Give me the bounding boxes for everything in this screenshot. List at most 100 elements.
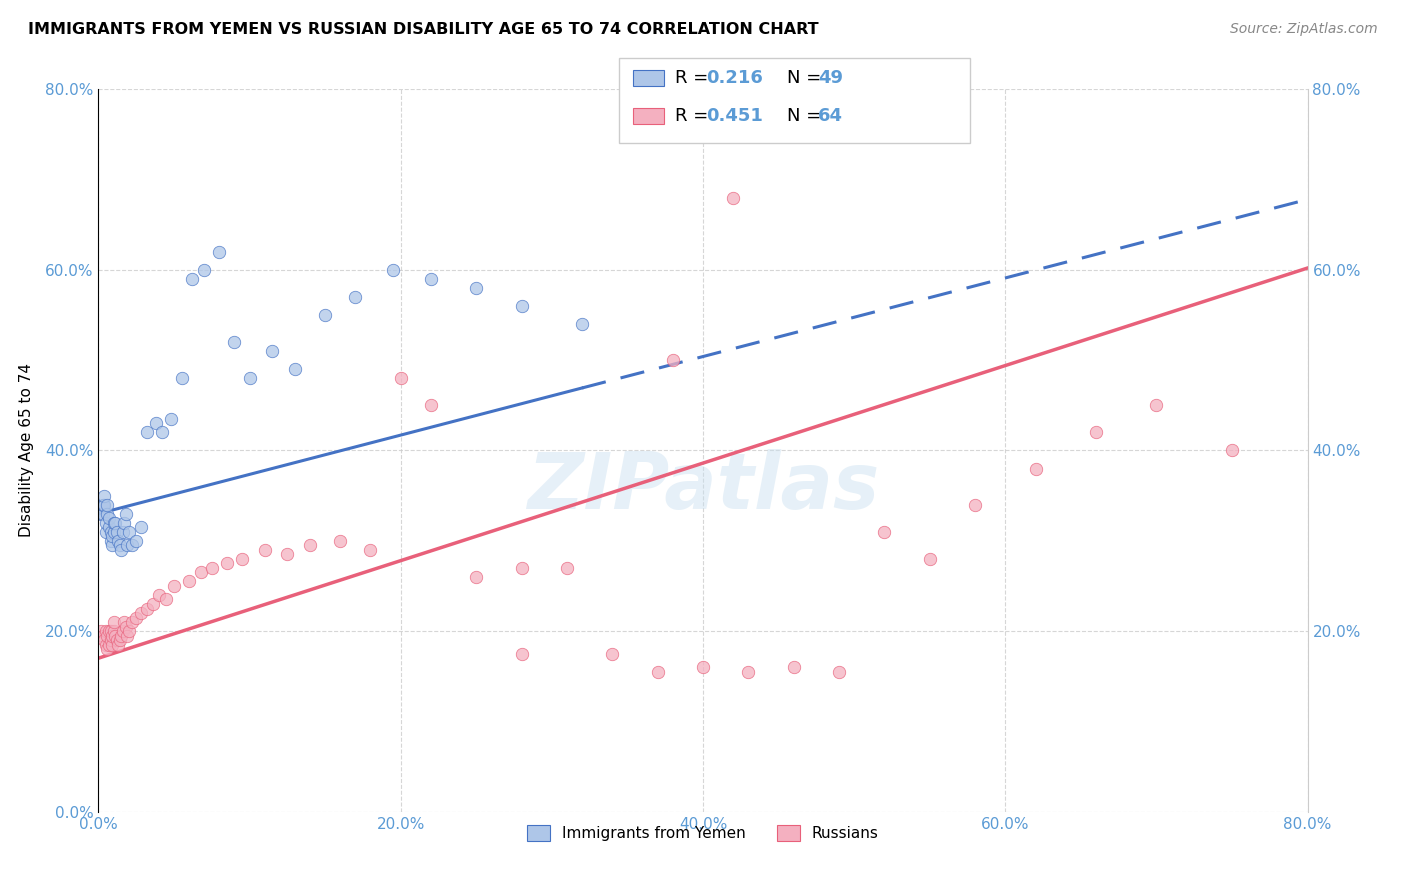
Point bbox=[96, 498, 118, 512]
Point bbox=[344, 290, 367, 304]
Point bbox=[571, 317, 593, 331]
Point bbox=[103, 524, 125, 539]
Point bbox=[90, 507, 112, 521]
Point bbox=[94, 624, 117, 639]
Point bbox=[94, 524, 117, 539]
Point bbox=[965, 498, 987, 512]
Point bbox=[94, 516, 117, 530]
Point bbox=[111, 524, 134, 539]
Point bbox=[276, 547, 298, 561]
Point bbox=[314, 308, 336, 322]
Point bbox=[1220, 443, 1243, 458]
Point bbox=[107, 533, 129, 548]
Point bbox=[145, 417, 167, 431]
Point bbox=[465, 281, 488, 295]
Point bbox=[828, 665, 851, 679]
Text: 0.451: 0.451 bbox=[706, 107, 762, 125]
Point bbox=[299, 538, 322, 552]
Point bbox=[190, 566, 212, 580]
Point bbox=[129, 520, 152, 534]
Point bbox=[201, 561, 224, 575]
Point bbox=[420, 398, 443, 412]
Text: 64: 64 bbox=[818, 107, 844, 125]
Point bbox=[239, 371, 262, 385]
Point bbox=[723, 191, 745, 205]
Point bbox=[382, 263, 405, 277]
Point bbox=[90, 624, 112, 639]
Point bbox=[94, 638, 117, 652]
Point bbox=[135, 601, 157, 615]
Point bbox=[329, 533, 352, 548]
Point bbox=[118, 524, 141, 539]
Point bbox=[284, 362, 307, 376]
Point bbox=[193, 263, 215, 277]
Point bbox=[105, 524, 128, 539]
Text: N =: N = bbox=[787, 107, 827, 125]
Point bbox=[510, 647, 533, 661]
Point bbox=[96, 629, 118, 643]
Point bbox=[129, 606, 152, 620]
Point bbox=[93, 489, 115, 503]
Point bbox=[873, 524, 896, 539]
Point bbox=[215, 557, 238, 571]
Point bbox=[1024, 461, 1046, 475]
Point bbox=[96, 507, 118, 521]
Point bbox=[110, 629, 132, 643]
Point bbox=[100, 633, 122, 648]
Point bbox=[100, 533, 122, 548]
Legend: Immigrants from Yemen, Russians: Immigrants from Yemen, Russians bbox=[522, 819, 884, 847]
Text: 49: 49 bbox=[818, 69, 844, 87]
Point bbox=[465, 570, 488, 584]
Text: R =: R = bbox=[675, 107, 714, 125]
Point bbox=[150, 425, 173, 440]
Point bbox=[98, 638, 121, 652]
Point bbox=[160, 412, 183, 426]
Point bbox=[121, 538, 143, 552]
Point bbox=[104, 629, 127, 643]
Point bbox=[101, 529, 124, 543]
Point bbox=[148, 588, 170, 602]
Point bbox=[104, 516, 127, 530]
Point bbox=[783, 660, 806, 674]
Point bbox=[103, 615, 125, 629]
Point bbox=[118, 624, 141, 639]
Point bbox=[98, 624, 121, 639]
Point bbox=[121, 615, 143, 629]
Point bbox=[737, 665, 759, 679]
Point bbox=[389, 371, 412, 385]
Point bbox=[115, 538, 138, 552]
Point bbox=[208, 244, 231, 259]
Point bbox=[101, 629, 124, 643]
Point bbox=[420, 272, 443, 286]
Y-axis label: Disability Age 65 to 74: Disability Age 65 to 74 bbox=[18, 363, 34, 538]
Point bbox=[98, 520, 121, 534]
Point bbox=[105, 633, 128, 648]
Text: IMMIGRANTS FROM YEMEN VS RUSSIAN DISABILITY AGE 65 TO 74 CORRELATION CHART: IMMIGRANTS FROM YEMEN VS RUSSIAN DISABIL… bbox=[28, 22, 818, 37]
Point bbox=[108, 538, 131, 552]
Text: Source: ZipAtlas.com: Source: ZipAtlas.com bbox=[1230, 22, 1378, 37]
Text: N =: N = bbox=[787, 69, 827, 87]
Point bbox=[115, 629, 138, 643]
Point bbox=[107, 638, 129, 652]
Point bbox=[112, 615, 135, 629]
Point bbox=[91, 629, 114, 643]
Text: ZIPatlas: ZIPatlas bbox=[527, 449, 879, 524]
Point bbox=[1085, 425, 1108, 440]
Point bbox=[692, 660, 714, 674]
Point bbox=[647, 665, 669, 679]
Point bbox=[114, 619, 136, 633]
Point bbox=[170, 371, 193, 385]
Point bbox=[163, 579, 186, 593]
Point bbox=[110, 542, 132, 557]
Point bbox=[602, 647, 624, 661]
Point bbox=[91, 498, 114, 512]
Point bbox=[100, 624, 122, 639]
Point bbox=[179, 574, 201, 589]
Point bbox=[142, 597, 165, 611]
Point bbox=[555, 561, 578, 575]
Point bbox=[135, 425, 157, 440]
Point bbox=[98, 511, 121, 525]
Point bbox=[231, 551, 253, 566]
Point bbox=[100, 524, 122, 539]
Point bbox=[125, 533, 148, 548]
